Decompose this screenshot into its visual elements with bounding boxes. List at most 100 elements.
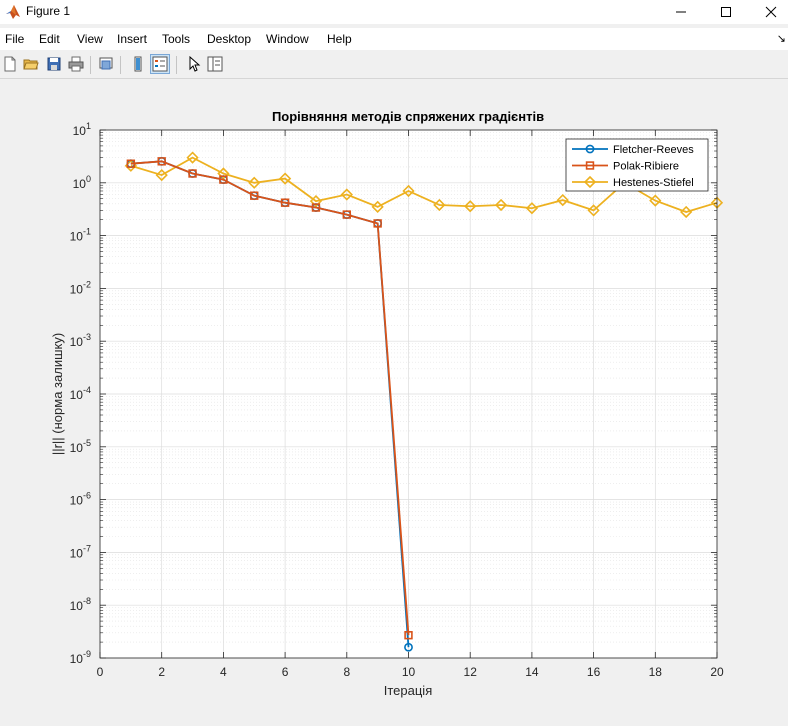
chart-svg: 0 2 4 6 8 10 12 14 16 18 20 10-910-810-710-610-510… [50, 109, 724, 698]
diamond-marker [649, 194, 662, 207]
colorbar-icon [134, 56, 142, 72]
menu-bar: File Edit View Insert Tools Desktop Wind… [0, 28, 788, 50]
new-figure-icon [4, 56, 16, 72]
diamond-marker [217, 167, 230, 180]
toolbar-separator [176, 56, 177, 74]
y-tick-label: 10-4 [70, 385, 91, 402]
minor-grid [100, 132, 717, 643]
x-tick-label: 10 [402, 665, 416, 679]
square-marker [188, 169, 197, 178]
print-preview-icon [99, 57, 113, 70]
title-bar: Figure 1 [0, 0, 788, 24]
square-marker [157, 157, 166, 166]
close-icon [765, 6, 777, 18]
y-tick-label: 101 [73, 121, 91, 138]
new-figure-button[interactable] [0, 54, 20, 74]
diamond-marker [402, 184, 415, 198]
circle-marker [585, 144, 595, 154]
square-marker [404, 631, 413, 640]
square-marker [250, 191, 259, 200]
diamond-marker [680, 205, 693, 219]
minimize-icon [676, 11, 686, 13]
save-icon [47, 57, 61, 71]
x-tick-labels: 0 2 4 6 8 10 12 14 16 18 20 [97, 665, 724, 679]
y-tick-label: 10-3 [70, 332, 91, 349]
diamond-marker [340, 188, 353, 201]
legend-label: Hestenes-Stiefel [613, 177, 694, 189]
open-file-icon [23, 59, 39, 70]
menu-tools[interactable]: Tools [162, 32, 191, 46]
x-tick-label: 2 [158, 665, 165, 679]
y-axis-label: ||r|| (норма залишку) [50, 333, 65, 455]
diamond-marker [583, 175, 597, 189]
legend-label: Fletcher-Reeves [613, 144, 694, 156]
series-polak-ribiere [126, 157, 413, 640]
y-tick-label: 10-9 [70, 649, 91, 666]
diamond-marker [525, 202, 539, 215]
property-inspector-icon [207, 56, 223, 72]
diamond-marker [248, 176, 261, 189]
menu-insert[interactable]: Insert [117, 32, 148, 46]
maximize-button[interactable] [703, 0, 749, 24]
legend-button[interactable] [150, 54, 170, 74]
colorbar-button[interactable] [128, 54, 148, 74]
minimize-button[interactable] [658, 0, 704, 24]
y-tick-label: 100 [73, 174, 91, 191]
y-tick-label: 10-2 [70, 279, 91, 296]
diamond-marker [155, 168, 168, 182]
menu-edit[interactable]: Edit [39, 32, 60, 46]
y-tick-label: 10-8 [70, 596, 91, 613]
square-marker [585, 161, 595, 170]
square-marker [280, 198, 290, 207]
x-tick-label: 20 [710, 665, 724, 679]
y-tick-labels: 10-9 10-8 10-7 10-6 10-5 10-4 10-3 10-2 10-1 100 1… [70, 121, 91, 666]
pointer-icon [189, 56, 201, 72]
square-marker [373, 219, 382, 228]
window-title: Figure 1 [26, 4, 71, 18]
x-tick-label: 4 [220, 665, 227, 679]
square-marker [219, 175, 228, 184]
legend-label: Polak-Ribiere [613, 161, 679, 173]
diamond-marker [186, 151, 199, 164]
legend[interactable]: Fletcher-Reeves Polak-Ribiere Hestenes-Sti… [565, 138, 709, 192]
print-icon [68, 56, 84, 72]
diamond-marker [433, 198, 446, 212]
matlab-logo-icon [6, 5, 20, 19]
diamond-marker [587, 204, 600, 217]
y-tick-label: 10-6 [70, 491, 91, 508]
maximize-icon [721, 7, 731, 17]
menu-help[interactable]: Help [327, 32, 352, 46]
y-tick-label: 10-1 [70, 227, 91, 244]
pointer-button[interactable] [184, 54, 204, 74]
x-tick-label: 12 [464, 665, 478, 679]
menu-overflow-icon[interactable]: ↘ [776, 33, 786, 45]
diamond-marker [464, 200, 477, 213]
axis-ticks [99, 129, 718, 659]
diamond-marker [278, 172, 292, 185]
toolbar [0, 52, 788, 79]
menu-desktop[interactable]: Desktop [207, 32, 252, 46]
diamond-marker [556, 193, 569, 207]
save-button[interactable] [44, 54, 64, 74]
y-tick-label: 10-7 [70, 543, 91, 560]
print-preview-button[interactable] [96, 54, 116, 74]
diamond-marker [309, 194, 323, 208]
x-tick-label: 16 [587, 665, 601, 679]
close-button[interactable] [748, 0, 788, 24]
square-marker [342, 210, 351, 219]
toolbar-separator [90, 56, 91, 74]
menu-window[interactable]: Window [266, 32, 309, 46]
circle-marker [404, 642, 413, 652]
square-marker [126, 159, 136, 168]
square-marker [311, 203, 321, 212]
x-tick-label: 8 [343, 665, 350, 679]
menu-file[interactable]: File [5, 32, 25, 46]
menu-view[interactable]: View [77, 32, 103, 46]
open-file-button[interactable] [21, 54, 41, 74]
x-tick-label: 14 [525, 665, 539, 679]
major-grid [99, 129, 718, 659]
property-inspector-button[interactable] [205, 54, 225, 74]
x-tick-label: 18 [649, 665, 663, 679]
print-button[interactable] [66, 54, 86, 74]
x-axis-label: Ітерація [384, 683, 432, 698]
